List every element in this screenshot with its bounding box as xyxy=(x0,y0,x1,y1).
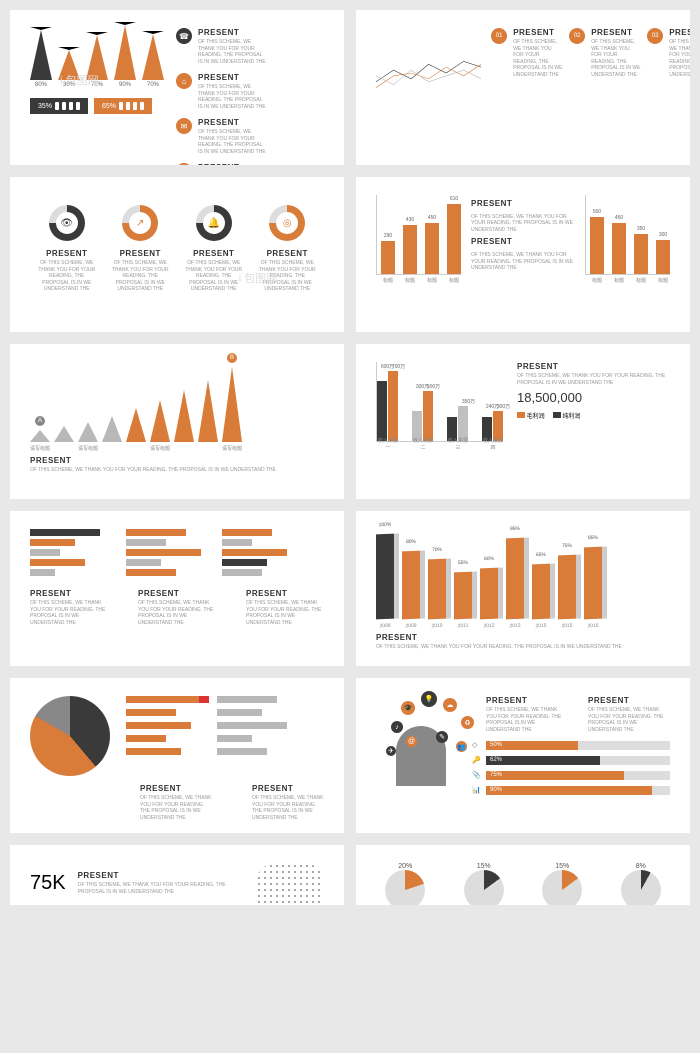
people-stats: 35% 65% xyxy=(30,98,164,114)
chart-sub: OF THIS SCHEME, WE THANK YOU FOR YOUR RE… xyxy=(30,467,324,474)
chart-sub: OF THIS SCHEME, WE THANK YOU FOR YOUR RE… xyxy=(138,600,216,626)
slide-7: PRESENT OF THIS SCHEME, WE THANK YOU FOR … xyxy=(10,511,344,666)
hbar-col-1 xyxy=(126,696,201,776)
hbar-col-2 xyxy=(217,696,287,776)
slide-grid: 80%30%70%90%70% 35% 65% ☎PRESENTOF THIS … xyxy=(10,10,690,905)
slide-4: 290标题430标题450标题610标题 PRESENT OF THIS SCH… xyxy=(356,177,690,332)
slide-9: PRESENT OF THIS SCHEME, WE THANK YOU FOR … xyxy=(10,678,344,833)
legend: 01PRESENTOF THIS SCHEME, WE THANK YOU FO… xyxy=(491,28,670,128)
grouped-bars: 600万700万收入来源一300万500万收入来源二350万收入来源三240万3… xyxy=(376,362,503,442)
big-number: 18,500,000 xyxy=(517,390,670,405)
slide-1: 80%30%70%90%70% 35% 65% ☎PRESENTOF THIS … xyxy=(10,10,344,165)
chart-title: PRESENT xyxy=(376,633,670,642)
chart-title: PRESENT xyxy=(246,589,324,598)
chart-title: PRESENT xyxy=(588,696,670,705)
slide-8: 100%200880%200970%201055%201160%201295%2… xyxy=(356,511,690,666)
icon-list: ☎PRESENTOF THIS SCHEME, WE THANK YOU FOR… xyxy=(176,28,268,165)
chart-sub: OF THIS SCHEME, WE THANK YOU FOR YOUR RE… xyxy=(246,600,324,626)
chart-sub: OF THIS SCHEME, WE THANK YOU FOR YOUR RE… xyxy=(140,795,212,821)
chart-sub: OF THIS SCHEME, WE THANK YOU FOR YOUR RE… xyxy=(588,707,670,733)
chart-sub: OF THIS SCHEME, WE THANK YOU FOR YOUR RE… xyxy=(252,795,324,821)
chart-title: PRESENT xyxy=(517,362,670,371)
chart-sub: OF THIS SCHEME, WE THANK YOU FOR YOUR RE… xyxy=(78,882,245,895)
chart-title: PRESENT xyxy=(486,696,568,705)
cone-chart: 80%30%70%90%70% xyxy=(30,28,164,88)
slide-5: A请写标题请写标题请写标题B请写标题 PRESENT OF THIS SCHEM… xyxy=(10,344,344,499)
slide-10: 🎓💡☁♪♻@✎👥✈ PRESENT OF THIS SCHEME, WE THAN… xyxy=(356,678,690,833)
bar-chart-left: 290标题430标题450标题610标题 xyxy=(376,195,461,275)
bar-chart-right: 500标题450标题350标题300标题 xyxy=(585,195,670,275)
donut-pcts: 20%15%15%8% xyxy=(376,863,670,905)
chart-title: PRESENT xyxy=(30,456,324,465)
chart-title: PRESENT xyxy=(140,784,212,793)
head-bubbles: 🎓💡☁♪♻@✎👥✈ xyxy=(376,696,466,795)
bars-3d: 100%200880%200970%201055%201160%201295%2… xyxy=(376,529,670,619)
chart-sub: OF THIS SCHEME, WE THANK YOU FOR YOUR RE… xyxy=(30,600,108,626)
hbar-columns xyxy=(30,529,324,579)
cloud-icon xyxy=(256,863,324,903)
chart-sub: OF THIS SCHEME, WE THANK YOU FOR YOUR RE… xyxy=(517,373,670,386)
chart-title: PRESENT xyxy=(252,784,324,793)
pie-chart xyxy=(30,696,110,776)
progress-bars: ◇50%🔑62%📎75%📊90% xyxy=(486,741,670,795)
big-number: 75K xyxy=(30,872,66,895)
slide-3: 👁PRESENTOF THIS SCHEME, WE THANK YOU FOR… xyxy=(10,177,344,332)
chart-title: PRESENT xyxy=(78,871,245,880)
slide-11: 75K PRESENT OF THIS SCHEME, WE THANK YOU … xyxy=(10,845,344,905)
chart-sub: OF THIS SCHEME, WE THANK YOU FOR YOUR RE… xyxy=(486,707,568,733)
slide-2: 01PRESENTOF THIS SCHEME, WE THANK YOU FO… xyxy=(356,10,690,165)
chart-title: PRESENT xyxy=(471,237,575,246)
slide-6: 600万700万收入来源一300万500万收入来源二350万收入来源三240万3… xyxy=(356,344,690,499)
chart-sub: OF THIS SCHEME, WE THANK YOU FOR YOUR RE… xyxy=(376,644,670,651)
chart-sub: OF THIS SCHEME, WE THANK YOU FOR YOUR RE… xyxy=(471,252,575,272)
chart-title: PRESENT xyxy=(471,199,575,208)
slide-12: 20%15%15%8% xyxy=(356,845,690,905)
chart-title: PRESENT xyxy=(138,589,216,598)
chart-title: PRESENT xyxy=(30,589,108,598)
donut-row: 👁PRESENTOF THIS SCHEME, WE THANK YOU FOR… xyxy=(30,205,324,293)
chart-sub: OF THIS SCHEME, WE THANK YOU FOR YOUR RE… xyxy=(471,214,575,234)
line-chart xyxy=(376,28,481,118)
legend: 毛利润 纯利润 xyxy=(517,411,670,420)
peak-chart: A请写标题请写标题请写标题B请写标题 xyxy=(30,362,324,442)
